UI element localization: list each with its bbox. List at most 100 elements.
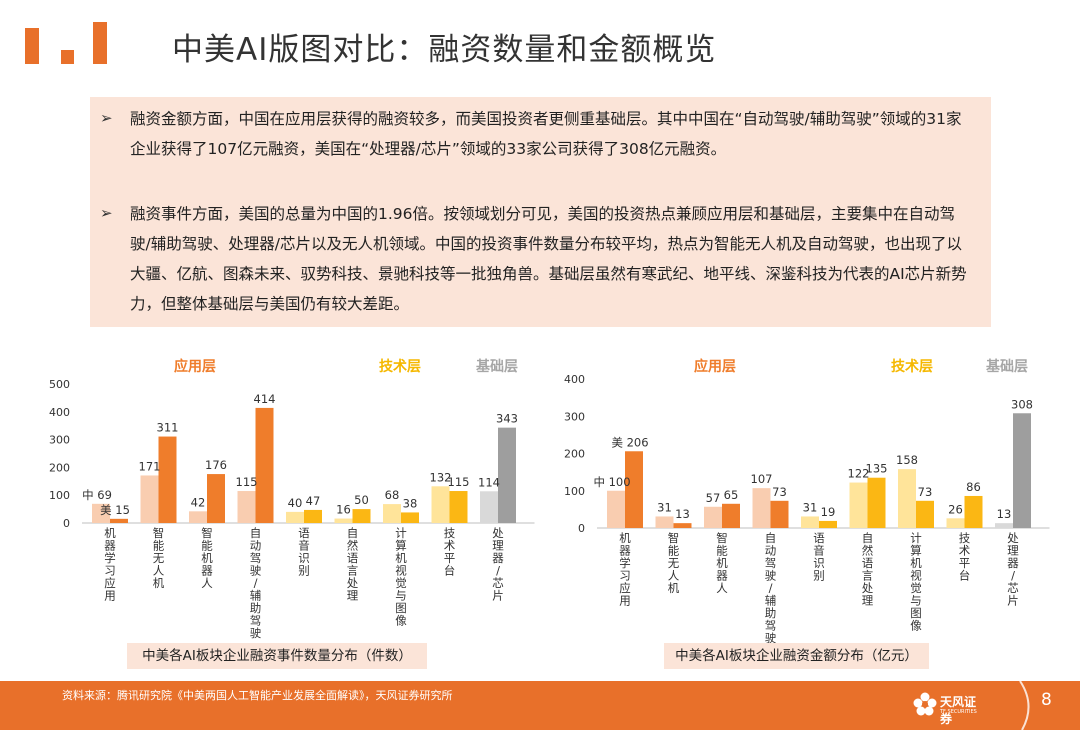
- chart-deal-count: 0 100 200 300 400 500 应用层 技术层 基础层中 69 美 15 机器学习应用 1…: [30, 355, 535, 649]
- section-number-logo: [25, 22, 107, 66]
- footer-curve-decoration: [1019, 681, 1030, 730]
- category-label-char: 处: [1007, 531, 1019, 545]
- y-tick-label: 500: [49, 378, 70, 391]
- category-label-char: 自: [347, 526, 359, 540]
- data-label-us: 美 15: [100, 503, 130, 517]
- page-title: 中美AI版图对比：融资数量和金额概览: [172, 32, 717, 68]
- category-label-char: 学: [619, 556, 631, 570]
- bar-cn: [334, 518, 353, 523]
- data-label-cn: 158: [896, 453, 918, 467]
- category-label-char: /: [254, 576, 258, 590]
- bar-us: [625, 451, 643, 528]
- bar-us: [770, 500, 789, 528]
- category-label-char: 用: [619, 594, 631, 608]
- category-label-char: 语: [347, 551, 359, 565]
- category-label-char: 音: [298, 539, 310, 553]
- category-label-char: 驾: [250, 551, 262, 565]
- y-tick-label: 300: [49, 434, 70, 447]
- data-label-us: 308: [1011, 397, 1033, 411]
- category-label-char: 觉: [395, 576, 407, 590]
- bar-cn: [431, 486, 450, 523]
- category-label-char: 驾: [765, 619, 777, 633]
- bar-cn: [995, 523, 1013, 528]
- data-label-cn: 16: [336, 503, 351, 517]
- category-label-char: 像: [910, 619, 922, 633]
- category-label-char: 识: [298, 551, 310, 565]
- bar-cn: [383, 504, 401, 523]
- category-label-char: 与: [395, 589, 407, 603]
- category-label-char: 音: [813, 544, 825, 558]
- category-label-char: 机: [153, 576, 165, 590]
- category-label-char: 驶: [765, 569, 777, 583]
- y-tick-label: 300: [564, 410, 585, 423]
- category-label-char: 器: [201, 564, 213, 578]
- bar-us: [1013, 413, 1031, 528]
- category-label-char: 驾: [250, 614, 262, 628]
- category-label-char: 无: [153, 551, 165, 565]
- brand-name: 天风证券: [940, 695, 977, 726]
- category-label-char: 计: [910, 531, 922, 545]
- category-label-char: 辅: [765, 594, 777, 608]
- y-tick-label: 0: [578, 522, 585, 535]
- bar-cn: [655, 516, 674, 528]
- category-label-char: 片: [1007, 594, 1019, 608]
- bar-us: [867, 477, 886, 528]
- chart-caption-deal-count: 中美各AI板块企业融资事件数量分布（件数）: [127, 643, 427, 669]
- bar-cn: [92, 503, 110, 523]
- summary-box: ➢ 融资金额方面，中国在应用层获得的融资较多，而美国投资者更侧重基础层。其中中国…: [90, 97, 991, 327]
- data-label-us: 美 206: [611, 435, 648, 449]
- category-label-char: 技: [444, 526, 456, 540]
- data-label-us: 65: [724, 488, 739, 502]
- category-label-char: 器: [716, 569, 728, 583]
- category-label-char: 智: [716, 531, 728, 545]
- bar-cn: [704, 506, 722, 528]
- bar-cn: [898, 469, 916, 528]
- data-label-us: 50: [354, 493, 369, 507]
- bar-us: [819, 520, 837, 528]
- category-label-char: 器: [619, 544, 631, 558]
- data-label-cn: 40: [288, 496, 303, 510]
- bullet-icon: ➢: [100, 204, 113, 222]
- category-label-char: 平: [959, 556, 971, 570]
- bar-us: [352, 509, 371, 523]
- category-label-char: 机: [395, 551, 407, 565]
- bar-us: [401, 512, 419, 523]
- category-label-char: 机: [668, 581, 680, 595]
- category-label-char: 能: [668, 544, 680, 558]
- category-label-char: 觉: [910, 581, 922, 595]
- category-label-char: 术: [444, 539, 456, 553]
- category-label-char: 机: [619, 531, 631, 545]
- category-label-char: 人: [716, 581, 728, 595]
- data-label-us: 115: [448, 475, 470, 489]
- data-label-us: 13: [675, 507, 690, 521]
- category-label-char: 辅: [250, 589, 262, 603]
- category-label-char: 机: [201, 551, 213, 565]
- bar-us: [673, 523, 692, 528]
- category-label-char: 助: [250, 601, 262, 615]
- category-label-char: /: [496, 564, 500, 578]
- category-label-char: 无: [668, 556, 680, 570]
- category-label-char: 器: [492, 551, 504, 565]
- category-label-char: 能: [153, 539, 165, 553]
- category-label-char: 能: [716, 544, 728, 558]
- data-label-us: 73: [918, 485, 933, 499]
- bar-us: [449, 491, 468, 523]
- category-label-char: 动: [250, 539, 262, 553]
- category-label-char: 智: [668, 531, 680, 545]
- data-label-cn: 中 100: [593, 475, 630, 489]
- category-label-char: 机: [104, 526, 116, 540]
- category-label-char: 驶: [250, 564, 262, 578]
- data-label-us: 86: [966, 480, 981, 494]
- category-label-char: 语: [862, 556, 874, 570]
- layer-label: 技术层: [379, 358, 421, 375]
- category-label-char: 言: [347, 564, 359, 578]
- category-label-char: 用: [104, 589, 116, 603]
- data-label-us: 19: [821, 505, 836, 519]
- layer-label: 应用层: [694, 358, 736, 375]
- y-tick-label: 400: [564, 373, 585, 386]
- data-label-us: 135: [866, 462, 888, 476]
- category-label-char: 理: [862, 594, 874, 608]
- category-label-char: 视: [910, 569, 922, 583]
- layer-label: 基础层: [476, 358, 518, 375]
